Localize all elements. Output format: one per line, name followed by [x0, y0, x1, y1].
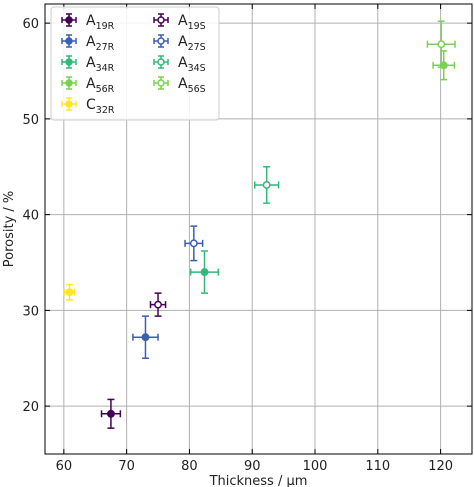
y-tick-label: 50: [22, 113, 39, 128]
legend-label-main: A: [86, 34, 96, 50]
legend-marker: [157, 37, 165, 45]
legend-label-main: A: [86, 55, 96, 71]
x-axis-label: Thickness / µm: [209, 474, 308, 487]
legend-marker: [65, 37, 73, 45]
legend-label: A56R: [86, 76, 115, 95]
legend-marker: [65, 16, 73, 24]
point-a27s: [184, 225, 204, 262]
ticks: 60 70 80 90 100 110 120 20 30 40 50 60: [22, 4, 472, 474]
point-a27r: [132, 315, 159, 360]
legend-marker: [157, 79, 165, 87]
legend-label-main: A: [178, 55, 188, 71]
point-a56s: [426, 20, 456, 68]
legend-label-main: A: [178, 76, 188, 92]
legend-item-a34s: A34S: [153, 55, 206, 74]
x-tick-label: 110: [365, 459, 390, 474]
point-a34s: [253, 166, 280, 204]
legend-label-main: A: [178, 34, 188, 50]
marker: [200, 268, 209, 277]
legend-item-a19r: A19R: [61, 13, 115, 32]
plot-frame: [44, 3, 473, 455]
x-tick-label: 70: [118, 459, 135, 474]
legend-marker: [65, 79, 73, 87]
legend-label-subscript: 56S: [188, 84, 206, 95]
legend-label: A34S: [178, 55, 206, 74]
y-tick-label: 40: [22, 209, 39, 224]
y-tick-label: 30: [22, 304, 39, 319]
legend-item-a34r: A34R: [61, 55, 115, 74]
marker: [437, 40, 446, 49]
legend-label: A56S: [178, 76, 206, 95]
legend-label-subscript: 34S: [188, 63, 206, 74]
x-tick-label: 80: [181, 459, 198, 474]
marker: [189, 239, 198, 248]
x-tick-label: 90: [244, 459, 261, 474]
legend-label: A19R: [86, 13, 115, 32]
legend-label-subscript: 34R: [96, 63, 115, 74]
point-a34r: [189, 250, 220, 294]
marker: [65, 288, 74, 297]
point-a19s: [149, 292, 167, 317]
x-tick-label: 120: [428, 459, 453, 474]
legend-label: C32R: [86, 97, 115, 116]
marker: [106, 409, 115, 418]
marker: [141, 333, 150, 342]
legend-label-subscript: 19R: [96, 21, 115, 32]
legend-label-subscript: 32R: [96, 105, 115, 116]
legend-label: A19S: [178, 13, 206, 32]
legend-marker: [65, 58, 73, 66]
legend-label: A34R: [86, 55, 115, 74]
legend-item-a56s: A56S: [153, 76, 206, 95]
legend-box: [50, 6, 220, 121]
legend-label-main: A: [178, 13, 188, 29]
legend-label-subscript: 27R: [96, 42, 115, 53]
point-c32r: [63, 283, 76, 301]
legend-label-subscript: 56R: [96, 84, 115, 95]
legend-label-subscript: 27S: [188, 42, 206, 53]
legend-item-c32r: C32R: [61, 97, 115, 116]
legend-marker: [157, 16, 165, 24]
y-axis-label: Porosity / %: [2, 191, 17, 268]
point-a56r: [432, 50, 456, 81]
legend-item-a56r: A56R: [61, 76, 115, 95]
legend-label-main: C: [86, 97, 96, 113]
legend-label: A27S: [178, 34, 206, 53]
data-points: [63, 20, 456, 429]
x-tick-label: 100: [303, 459, 328, 474]
x-tick-label: 60: [56, 459, 73, 474]
legend-marker: [157, 58, 165, 66]
y-tick-label: 60: [22, 17, 39, 32]
legend-marker: [65, 100, 73, 108]
legend-label-main: A: [86, 13, 96, 29]
marker: [262, 181, 271, 189]
point-a19r: [100, 398, 122, 429]
legend-item-a19s: A19S: [153, 13, 206, 32]
marker: [154, 300, 162, 309]
legend-item-a27r: A27R: [61, 34, 115, 53]
y-tick-label: 20: [22, 400, 39, 415]
legend-label: A27R: [86, 34, 115, 53]
legend-label-subscript: 19S: [188, 21, 206, 32]
legend-label-main: A: [86, 76, 96, 92]
legend-item-a27s: A27S: [153, 34, 206, 53]
